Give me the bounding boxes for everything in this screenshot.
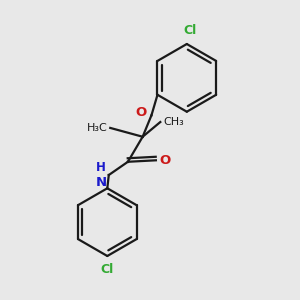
Text: Cl: Cl — [101, 263, 114, 276]
Text: O: O — [159, 154, 171, 167]
Text: CH₃: CH₃ — [163, 117, 184, 127]
Text: O: O — [136, 106, 147, 119]
Text: H: H — [96, 160, 106, 174]
Text: Cl: Cl — [183, 24, 196, 37]
Text: N: N — [96, 176, 107, 190]
Text: H₃C: H₃C — [87, 123, 107, 133]
